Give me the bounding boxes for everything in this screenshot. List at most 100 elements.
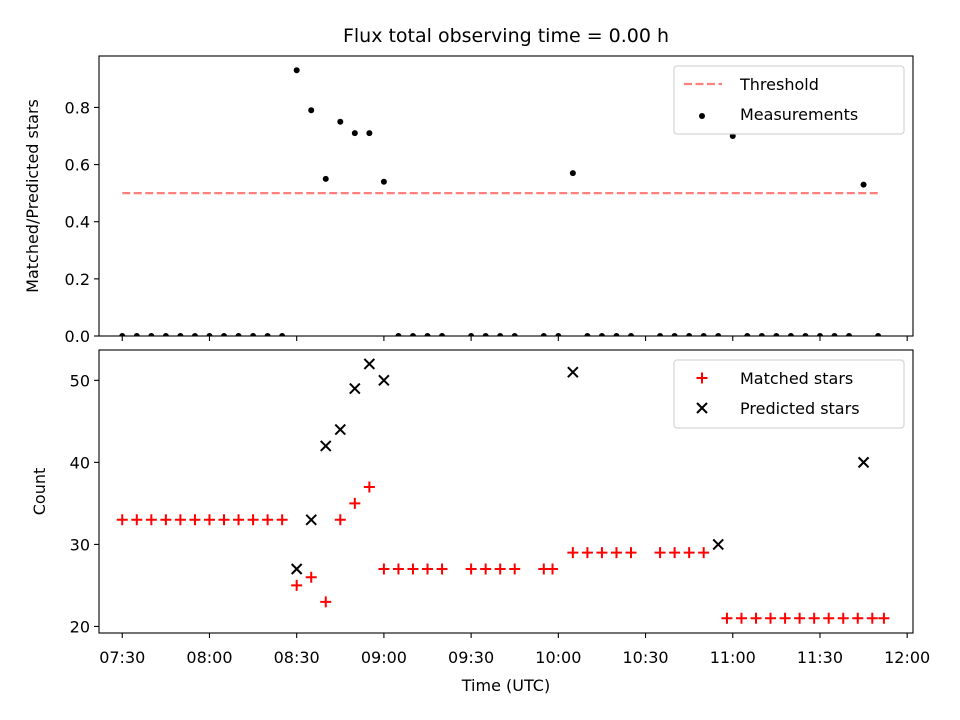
measurement-point [409, 333, 416, 336]
measurement-point [511, 333, 518, 336]
y-tick-label: 30 [70, 535, 90, 554]
matched-star-point [334, 514, 346, 526]
matched-star-point [721, 612, 733, 624]
matched-star-point [794, 612, 806, 624]
count-panel: 07:30 08:00 08:30 09:00 09:30 10:00 10:30 11:00… [30, 349, 930, 667]
predicted-star-point [712, 538, 724, 551]
measurement-point [802, 333, 809, 336]
measurement-point [133, 333, 140, 336]
legend-box [673, 65, 905, 135]
matched-star-point [349, 497, 361, 509]
measurement-point [758, 333, 765, 336]
measurement-point [279, 333, 286, 336]
matched-star-point [509, 563, 521, 575]
predicted-star-point [320, 440, 332, 452]
legend: Threshold Measurements [673, 65, 905, 135]
matched-star-point [203, 514, 215, 526]
matched-star-point [189, 514, 201, 526]
matched-star-point [480, 563, 492, 575]
matched-star-point [808, 612, 820, 624]
matched-star-point [131, 514, 143, 526]
matched-star-point [276, 514, 288, 526]
x-tick-label: 08:00 [186, 648, 232, 667]
y-tick-label: 50 [70, 371, 90, 390]
matched-star-point [683, 547, 695, 559]
y-tick-label: 40 [70, 453, 90, 472]
measurement-point [715, 333, 722, 336]
measurement-point [337, 118, 344, 125]
x-tick-label: 10:30 [622, 648, 668, 667]
ratio-panel: 0.0 0.2 0.4 0.6 0.8 Matched/Predicted stars Th… [23, 55, 914, 346]
x-tick-label: 07:30 [99, 648, 145, 667]
measurement-point [439, 333, 446, 336]
measurement-point [686, 333, 693, 336]
x-tick-label: 09:00 [361, 648, 407, 667]
legend: Matched stars Predicted stars [673, 359, 905, 429]
measurement-point [598, 333, 605, 336]
series-0 [116, 481, 890, 624]
matched-star-point [837, 612, 849, 624]
plot-frame [98, 349, 914, 634]
measurement-point [162, 333, 169, 336]
y-tick-label: 0.6 [65, 156, 90, 175]
x-tick-label: 12:00 [884, 648, 930, 667]
matched-star-point [547, 563, 559, 575]
matched-star-point [823, 612, 835, 624]
x-tick-label: 11:30 [797, 648, 843, 667]
measurement-point [424, 333, 431, 336]
predicted-star-point [857, 456, 870, 469]
chart-title: Flux total observing time = 0.00 h [343, 25, 669, 47]
measurement-point [177, 333, 184, 336]
predicted-star-point [334, 423, 347, 436]
measurement-point [250, 333, 257, 336]
measurement-point [322, 175, 329, 182]
matched-star-point [878, 612, 890, 624]
measurement-point [555, 333, 562, 336]
x-tick-label: 10:00 [535, 648, 581, 667]
matched-star-point [233, 514, 245, 526]
matched-star-point [610, 547, 622, 559]
matched-star-point [750, 612, 762, 624]
measurement-point [206, 333, 213, 336]
matched-star-point [436, 563, 448, 575]
matched-star-point [581, 547, 593, 559]
measurement-point [351, 130, 358, 137]
matched-star-point [407, 563, 419, 575]
matched-star-point [247, 514, 259, 526]
x-axis-label: Time (UTC) [461, 676, 550, 695]
measurement-point [540, 333, 547, 336]
series-1 [119, 67, 882, 336]
legend-entry-label: Matched stars [740, 369, 853, 388]
measurement-point [148, 333, 155, 336]
matched-star-point [465, 563, 477, 575]
predicted-star-point [349, 382, 361, 395]
measurement-point [744, 333, 751, 336]
matched-star-point [422, 563, 434, 575]
matched-star-point [218, 514, 230, 526]
matched-star-point [378, 563, 390, 575]
y-tick-label: 0.2 [65, 270, 90, 289]
legend-box [673, 359, 905, 429]
matched-star-point [305, 571, 317, 583]
measurement-point [787, 333, 794, 336]
measurement-point [700, 333, 707, 336]
measurement-point [846, 333, 853, 336]
matched-star-point [494, 563, 506, 575]
measurement-point [191, 333, 198, 336]
matched-star-point [567, 547, 579, 559]
measurement-point [569, 170, 576, 177]
measurement-point [366, 130, 373, 137]
matched-star-point [363, 481, 375, 493]
series-1 [290, 358, 870, 575]
plot-frame [98, 55, 914, 337]
matched-star-point [654, 547, 666, 559]
y-tick-label: 0.4 [65, 213, 90, 232]
plot-area [116, 358, 890, 624]
measurement-point [264, 333, 271, 336]
y-tick-label: 0.8 [65, 98, 90, 117]
legend-entry-label: Measurements [740, 105, 858, 124]
legend-measurement-handle [699, 113, 705, 119]
matched-star-point [669, 547, 681, 559]
measurement-point [860, 181, 867, 188]
